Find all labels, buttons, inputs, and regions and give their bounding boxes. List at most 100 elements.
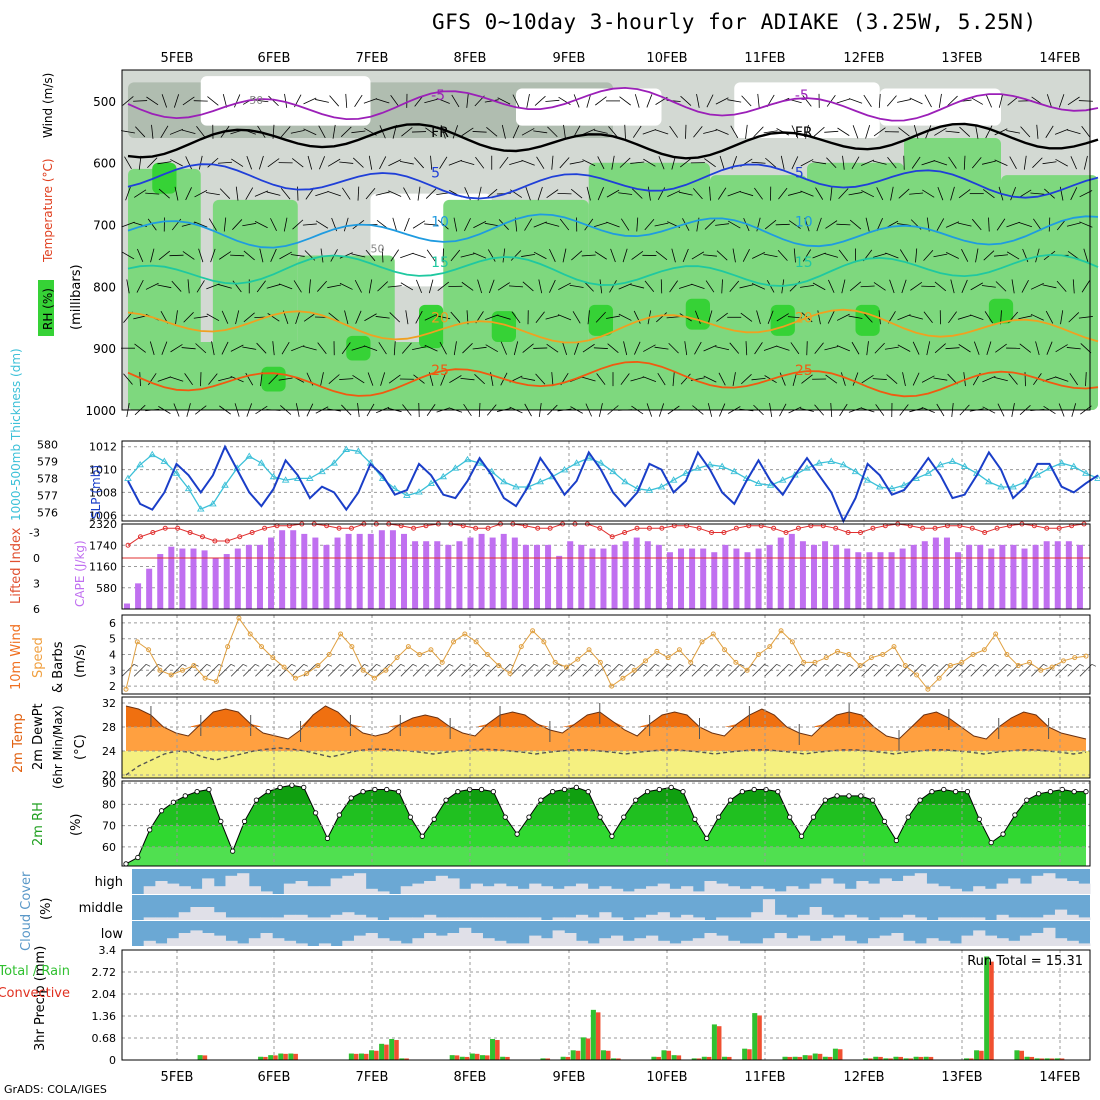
cape-bar [478,533,485,609]
cloud-middle-bar [517,917,530,920]
wind-speed-marker [383,667,389,673]
wind-barb [921,375,935,383]
wind-speed-marker [846,652,852,657]
precip-axis-label: 3hr Precip (mm) [33,946,48,1051]
cloud-high-bar [318,886,332,894]
cloud-high-bar [213,886,226,894]
wind-barb [668,342,679,354]
precip-convective-bar [384,1044,389,1060]
cloud-low-bar [190,930,203,946]
thickness-marker [1069,462,1078,469]
wind-barb [658,156,665,170]
wind-speed-marker [360,667,366,673]
wind-barb [303,97,317,105]
surface-wind-barb [655,664,668,677]
cloud-high-bar [482,886,495,894]
wind-barb [295,310,301,325]
thickness-marker [318,467,326,475]
cloud-high-bar [353,873,367,894]
wind-speed-marker [654,648,660,654]
wind-barb [971,157,982,169]
precip-total-bar [369,1050,375,1060]
cloud-high-bar [926,883,939,894]
wind-barb [587,310,590,325]
wind-barb [802,249,812,262]
cloud-high-bar [657,883,670,894]
wind-barb [985,125,993,139]
wind-barb [742,249,750,262]
cape-bar [844,548,851,609]
surface-wind-barb-flag [1043,663,1048,667]
wind-barb [315,99,329,103]
wind-barb [377,281,389,292]
wind-barb [915,248,918,263]
wind-barb [305,187,315,200]
rh-marker [656,786,662,793]
precip-total-bar [288,1053,294,1060]
lifted-index-marker [547,525,553,531]
wind-barb [975,124,979,139]
isotherm-label: 25 [431,363,449,379]
surface-wind-barb-flag [352,663,357,667]
wind-barb [557,314,572,321]
wind-barb [449,375,462,384]
cape-bar [223,554,230,609]
surface-wind-barb [897,664,911,677]
cloud-low-bar [996,938,1009,946]
wind-barb [477,279,483,294]
wind-barb [329,95,340,107]
wind-barb [947,95,958,107]
wind-barb [414,157,424,169]
wind-barb [230,254,245,257]
wind-barb [666,316,681,319]
wind-barb [1036,124,1039,139]
thickness-marker [560,466,569,473]
rh-band-mid [126,804,1086,826]
wind-barb [644,219,655,231]
wind-barb [1083,248,1089,263]
surface-wind-barb [594,664,608,677]
thickness-marker [1057,459,1066,466]
thickness-marker [136,460,144,468]
surface-wind-barb [279,664,292,677]
cloud-low-bar [482,938,495,946]
rh-marker [1012,812,1018,818]
cloud-high-bar [611,888,624,894]
rh-marker [668,784,674,790]
cape-bar [412,541,419,609]
wind-barb [788,191,802,196]
thickness-marker [330,459,338,466]
wind-barb [484,222,499,227]
thickness-marker [645,486,654,493]
cloud-middle-bar [1019,917,1033,920]
wind-barb [1023,155,1027,170]
wind-barb [426,249,436,262]
cloud-high-label: high [95,875,123,890]
slp-tick-label: 1006 [89,509,117,522]
wind-barb [594,222,608,227]
wind-barb [633,125,642,138]
precip-convective-bar [484,1055,490,1060]
temp-axis-label-4: (°C) [73,734,88,760]
wind-barb [501,124,506,139]
wind-barb [389,312,401,323]
cloud-middle-bar [494,917,507,920]
precip-convective-bar [979,1050,984,1060]
cloud-high-bar [225,875,238,894]
cape-bar [212,557,219,609]
cloud-low-bar [961,935,974,946]
wind-speed-marker [326,652,332,657]
precip-total-bar [963,1058,970,1060]
surface-wind-barb-flag [533,663,539,667]
wind-barb [836,345,850,352]
wind-barb [757,93,760,108]
wind-speed-marker [428,647,434,653]
rh-marker [834,793,840,799]
surface-wind-barb-flag [594,663,599,667]
thickness-marker [754,479,763,487]
wind-barb [290,254,305,257]
wind-barb [460,377,475,381]
cloud-high-bar [529,883,542,894]
wind-barb [792,372,798,386]
precip-convective-legend: Convective [0,986,70,1001]
